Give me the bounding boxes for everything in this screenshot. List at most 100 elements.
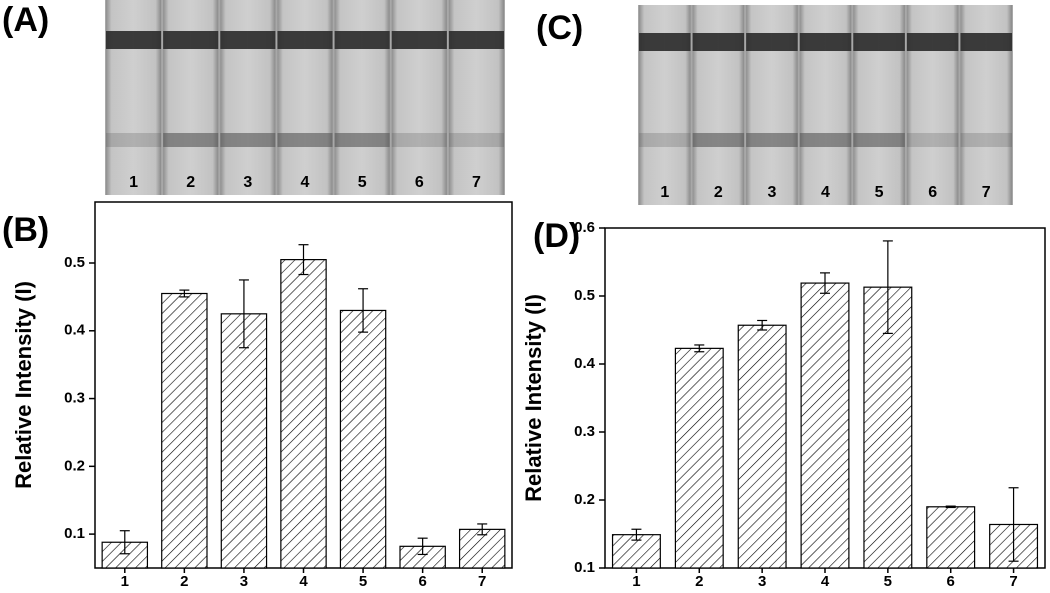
bar	[926, 506, 976, 569]
test-band	[853, 133, 905, 147]
error-bar	[477, 523, 488, 536]
y-tick-label: 0.2	[64, 457, 85, 474]
test-band	[639, 133, 691, 147]
lane-number: 1	[660, 184, 669, 201]
test-band	[692, 133, 745, 147]
test-band	[960, 133, 1012, 147]
y-tick-label: 0.6	[574, 219, 595, 236]
strip-lane	[448, 0, 504, 195]
error-bar	[119, 530, 130, 555]
control-band	[853, 33, 905, 51]
lane-number: 5	[358, 174, 367, 191]
control-band	[163, 31, 219, 49]
error-bar	[945, 505, 956, 509]
x-tick-label: 4	[821, 573, 830, 590]
test-band	[334, 133, 390, 147]
error-bar	[757, 319, 768, 331]
bar	[674, 347, 724, 569]
control-band	[106, 31, 162, 49]
test-band	[277, 133, 333, 147]
test-band	[448, 133, 504, 147]
control-band	[277, 31, 333, 49]
test-band	[906, 133, 959, 147]
y-tick-label: 0.3	[574, 423, 595, 440]
y-axis-label: Relative Intensity (I)	[11, 281, 36, 489]
bar	[101, 541, 149, 569]
bar	[161, 292, 208, 569]
lane-number: 6	[928, 184, 937, 201]
error-bar	[631, 528, 642, 541]
y-tick-label: 0.5	[574, 287, 595, 304]
lane-number: 6	[415, 174, 424, 191]
lane-number: 2	[714, 184, 723, 201]
error-bar	[820, 272, 830, 294]
control-band	[692, 33, 745, 51]
lane-number: 1	[129, 174, 138, 191]
control-band	[334, 31, 390, 49]
x-tick-label: 5	[359, 573, 367, 590]
x-tick-label: 7	[478, 573, 486, 590]
bar	[458, 528, 506, 569]
lane-number: 3	[243, 174, 252, 191]
x-tick-label: 6	[418, 573, 426, 590]
strip-lane	[220, 0, 276, 195]
bar	[611, 534, 661, 569]
lane-number: 3	[767, 184, 776, 201]
test-band	[391, 133, 447, 147]
x-tick-label: 4	[299, 573, 308, 590]
lane-number: 4	[301, 174, 310, 191]
test-band	[746, 133, 798, 147]
y-tick-label: 0.4	[574, 355, 596, 372]
x-tick-label: 3	[240, 573, 248, 590]
control-band	[639, 33, 691, 51]
error-bar	[882, 240, 893, 334]
control-band	[448, 31, 504, 49]
x-tick-label: 5	[884, 573, 892, 590]
x-tick-label: 2	[695, 573, 703, 590]
test-band	[799, 133, 852, 147]
lane-number: 7	[472, 174, 481, 191]
error-bar	[1008, 487, 1019, 562]
strip-lane	[391, 0, 447, 195]
strip-lane	[106, 0, 162, 195]
control-band	[746, 33, 798, 51]
control-band	[906, 33, 959, 51]
x-tick-label: 1	[632, 573, 640, 590]
x-tick-label: 7	[1009, 573, 1017, 590]
y-tick-label: 0.4	[64, 322, 86, 339]
bar	[800, 282, 850, 569]
test-band	[220, 133, 276, 147]
y-tick-label: 0.5	[64, 254, 85, 271]
test-band	[163, 133, 219, 147]
y-tick-label: 0.3	[64, 390, 85, 407]
y-tick-label: 0.1	[64, 525, 85, 542]
lane-number: 5	[875, 184, 884, 201]
error-bar	[694, 344, 705, 353]
x-tick-label: 6	[947, 573, 955, 590]
bar	[339, 309, 387, 569]
x-tick-label: 1	[121, 573, 129, 590]
x-tick-label: 3	[758, 573, 766, 590]
y-axis-label: Relative Intensity (I)	[521, 294, 546, 502]
bar	[280, 259, 327, 569]
control-band	[220, 31, 276, 49]
strip-lane	[334, 0, 390, 195]
lane-number: 2	[186, 174, 195, 191]
bar	[737, 324, 787, 569]
error-bar	[358, 288, 369, 333]
x-tick-label: 2	[180, 573, 188, 590]
panel-label: (D)	[533, 217, 580, 255]
test-band	[106, 133, 162, 147]
y-tick-label: 0.1	[574, 559, 595, 576]
error-bar	[238, 279, 249, 349]
strip-lane	[163, 0, 219, 195]
bar	[220, 313, 268, 569]
control-band	[960, 33, 1012, 51]
error-bar	[417, 537, 428, 556]
panel-label: (B)	[2, 211, 49, 249]
control-band	[799, 33, 852, 51]
error-bar	[298, 244, 309, 276]
lane-number: 7	[982, 184, 991, 201]
lane-number: 4	[821, 184, 830, 201]
